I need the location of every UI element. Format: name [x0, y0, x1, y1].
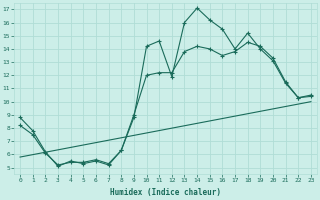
- X-axis label: Humidex (Indice chaleur): Humidex (Indice chaleur): [110, 188, 221, 197]
